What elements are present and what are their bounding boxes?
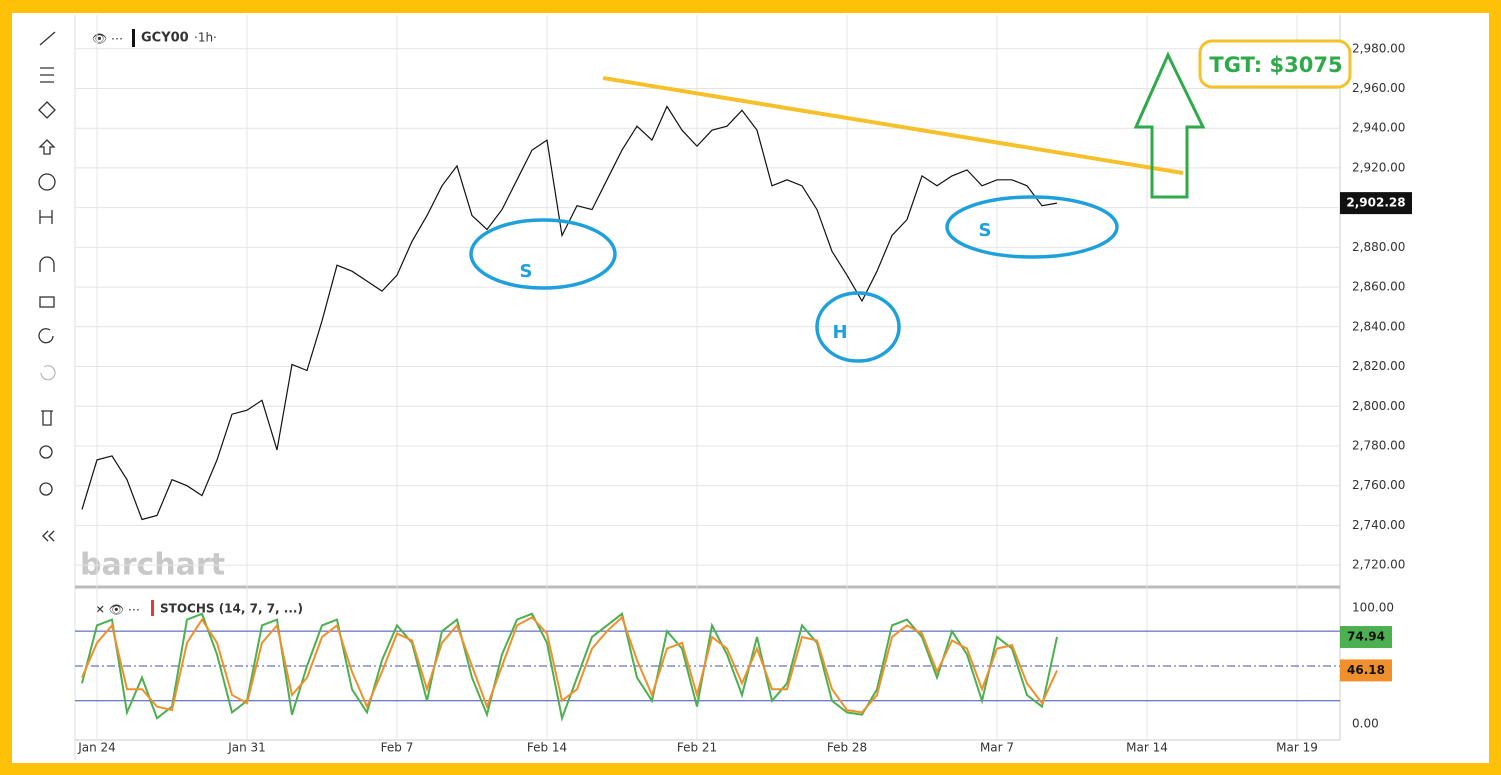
x-tick-label: Mar 14 [1126,741,1168,755]
tool-lock[interactable] [39,296,55,308]
symbol: GCY00 [141,31,189,46]
shoulder-right [945,195,1119,259]
y-tick-label: 2,920.00 [1352,160,1405,174]
toolbar [38,31,56,542]
y-tick-label: 2,840.00 [1352,319,1405,333]
y-tick-label: 2,780.00 [1352,438,1405,452]
header-icons[interactable]: 👁 ⋯ [92,32,123,46]
y-tick-label: 2,860.00 [1352,280,1405,294]
shoulder-left [469,218,617,290]
tool-shape[interactable] [38,101,56,119]
stoch-icons[interactable]: ✕ 👁 ⋯ [95,603,140,617]
y-tick-label: 2,760.00 [1352,478,1405,492]
value-tag [1340,659,1392,682]
target-box [1198,39,1352,89]
x-tick-label: Feb 21 [677,741,717,755]
target-label: TGT: $3075 [1209,53,1342,77]
y-tick-label: 2,720.00 [1352,558,1405,572]
y-tick-label: 2,740.00 [1352,518,1405,532]
x-tick-label: Mar 19 [1276,741,1318,755]
x-tick-label: Feb 28 [827,741,867,755]
value-tag-label: 74.94 [1347,630,1385,644]
y-tick-label: 2,960.00 [1352,81,1405,95]
stoch-title: STOCHS (14, 7, 7, ...) [160,602,303,616]
x-tick-label: Mar 7 [980,741,1014,755]
trend-line [602,76,1184,175]
value-tag [1340,626,1392,649]
price-tag-label: 2,902.28 [1346,196,1405,210]
target-arrow [1133,51,1206,199]
line [81,615,1058,714]
symbol-bar [132,29,135,47]
y-tick-label: 2,820.00 [1352,359,1405,373]
y-tick-label: 2,940.00 [1352,121,1405,135]
tool-count[interactable] [38,173,56,191]
tool-magnet[interactable] [39,256,55,272]
tool-redo[interactable] [40,365,56,381]
x-tick-label: Jan 31 [227,741,266,755]
x-tick-label: Feb 7 [381,741,414,755]
annotation-h: H [832,322,847,343]
price-tag [1340,192,1412,215]
tool-zoom-out[interactable] [39,482,53,496]
panel [12,13,1489,763]
annotation-s: S [979,220,992,241]
head [815,291,901,363]
x-tick-label: Jan 24 [77,741,116,755]
y-tick-label: 2,800.00 [1352,399,1405,413]
tool-arrow[interactable] [38,139,56,155]
stoch-marker [151,600,154,616]
tool-fib[interactable] [40,67,54,83]
tool-zoom-in[interactable] [39,445,53,459]
tool-delete[interactable] [41,410,53,426]
y-tick-label: 100.00 [1352,600,1394,614]
plot: Jan 24 Jan 31 Feb 7 Feb 14 Feb 21 Feb 28 Mar 7… [75,15,1412,755]
tool-line[interactable] [39,31,56,46]
y-tick-label: 2,980.00 [1352,41,1405,55]
value-tag-label: 46.18 [1347,663,1385,677]
tool-collapse[interactable] [42,530,55,542]
x-tick-label: Feb 14 [527,741,567,755]
annotation-s: S [520,261,533,282]
y-tick-label: 0.00 [1352,716,1379,730]
y-tick-label: 2,880.00 [1352,240,1405,254]
interval: ·1h· [194,31,217,45]
tool-measure[interactable] [39,210,53,224]
tool-undo[interactable] [38,328,54,344]
